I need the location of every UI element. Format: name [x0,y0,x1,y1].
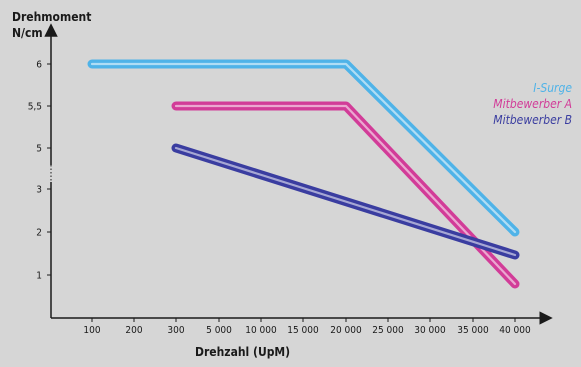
x-axis-title: Drehzahl (UpM) [195,345,290,359]
x-tick-label: 15 000 [287,325,319,336]
y-tick-label: 5,5 [28,102,42,113]
legend-entry: I-Surge [533,81,572,95]
x-tick-label: 100 [83,325,100,336]
series-line-highlight [174,146,517,257]
series-line [87,59,520,237]
x-tick-label: 30 000 [414,325,446,336]
y-axis-unit: N/cm [12,26,43,40]
y-tick-label: 2 [36,228,42,239]
x-tick-label: 35 000 [457,325,489,336]
y-tick-label: 6 [36,60,42,71]
series-line-highlight [90,62,517,234]
legend: I-Surge Mitbewerber A Mitbewerber B [493,81,572,127]
series-line-highlight [174,104,517,286]
x-tick-label: 300 [167,325,184,336]
x-tick-label: 5 000 [206,325,232,336]
series-lines [87,59,520,289]
x-tick-label: 25 000 [372,325,404,336]
x-tick-label: 40 000 [499,325,531,336]
legend-entry: Mitbewerber A [493,97,572,111]
y-axis-title: Drehmoment [12,10,91,24]
y-tick-label: 5 [36,144,42,155]
y-tick-label: 1 [36,271,42,282]
y-tick-label: 3 [36,185,42,196]
legend-entry: Mitbewerber B [493,113,572,127]
axis-ticks: 100 200 300 5 000 10 000 15 000 20 000 25 000 30… [28,60,531,337]
x-tick-label: 10 000 [245,325,277,336]
x-tick-label: 200 [125,325,142,336]
series-line [171,101,520,289]
x-tick-label: 20 000 [330,325,362,336]
